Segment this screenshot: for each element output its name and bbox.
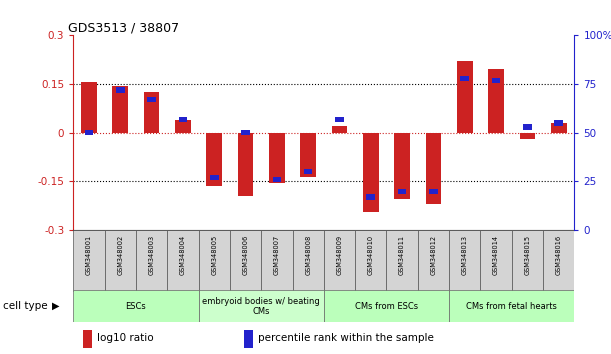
Bar	[429, 189, 437, 194]
Bar	[488, 69, 504, 133]
Text: GSM348010: GSM348010	[368, 235, 374, 275]
Bar	[398, 189, 406, 194]
Bar	[81, 82, 97, 133]
Bar	[241, 130, 250, 135]
Bar	[104, 230, 136, 292]
Text: GSM348009: GSM348009	[337, 235, 343, 275]
Bar	[426, 133, 441, 204]
Bar	[230, 230, 261, 292]
Text: percentile rank within the sample: percentile rank within the sample	[258, 333, 434, 343]
Bar	[301, 133, 316, 177]
Text: log10 ratio: log10 ratio	[97, 333, 154, 343]
Bar	[83, 330, 92, 348]
Bar	[519, 133, 535, 139]
Bar	[116, 87, 125, 92]
Text: GSM348013: GSM348013	[462, 235, 468, 275]
Text: ▶: ▶	[52, 301, 59, 311]
Text: GSM348004: GSM348004	[180, 235, 186, 275]
Bar	[457, 61, 472, 133]
Bar	[85, 130, 93, 135]
Bar	[147, 97, 156, 102]
Text: GSM348001: GSM348001	[86, 235, 92, 275]
Text: GSM348003: GSM348003	[148, 235, 155, 275]
Text: GSM348015: GSM348015	[524, 235, 530, 275]
Bar	[551, 123, 566, 133]
Bar	[418, 230, 449, 292]
Bar	[480, 230, 511, 292]
Bar	[167, 230, 199, 292]
Bar	[492, 78, 500, 83]
Bar	[394, 133, 410, 199]
Bar	[543, 230, 574, 292]
Text: GSM348014: GSM348014	[493, 235, 499, 275]
Text: GSM348008: GSM348008	[305, 235, 311, 275]
Text: GSM348005: GSM348005	[211, 235, 218, 275]
Text: GSM348006: GSM348006	[243, 235, 249, 275]
Bar	[324, 290, 449, 322]
Bar	[178, 116, 187, 122]
Bar	[144, 92, 159, 133]
Bar	[332, 126, 347, 133]
Bar	[363, 133, 379, 212]
Bar	[449, 290, 574, 322]
Bar	[335, 116, 344, 122]
Bar	[355, 230, 386, 292]
Text: ESCs: ESCs	[126, 302, 146, 311]
Bar	[269, 133, 285, 183]
Bar	[199, 230, 230, 292]
Text: GSM348016: GSM348016	[555, 235, 562, 275]
Bar	[210, 175, 219, 180]
Bar	[449, 230, 480, 292]
Bar	[244, 330, 253, 348]
Bar	[112, 86, 128, 133]
Bar	[511, 230, 543, 292]
Text: GSM348007: GSM348007	[274, 235, 280, 275]
Bar	[73, 230, 104, 292]
Text: GDS3513 / 38807: GDS3513 / 38807	[68, 21, 180, 34]
Bar	[199, 290, 324, 322]
Bar	[238, 133, 254, 196]
Bar	[262, 230, 293, 292]
Text: cell type: cell type	[3, 301, 48, 311]
Bar	[523, 124, 532, 130]
Text: GSM348002: GSM348002	[117, 235, 123, 275]
Bar	[367, 194, 375, 200]
Bar	[554, 120, 563, 126]
Text: CMs from fetal hearts: CMs from fetal hearts	[466, 302, 557, 311]
Text: GSM348012: GSM348012	[430, 235, 436, 275]
Bar	[461, 76, 469, 81]
Bar	[73, 290, 199, 322]
Bar	[175, 120, 191, 133]
Bar	[293, 230, 324, 292]
Text: GSM348011: GSM348011	[399, 235, 405, 275]
Bar	[386, 230, 418, 292]
Bar	[304, 169, 312, 174]
Text: embryoid bodies w/ beating
CMs: embryoid bodies w/ beating CMs	[202, 297, 320, 316]
Bar	[207, 133, 222, 186]
Bar	[324, 230, 355, 292]
Bar	[136, 230, 167, 292]
Text: CMs from ESCs: CMs from ESCs	[355, 302, 418, 311]
Bar	[273, 177, 281, 182]
